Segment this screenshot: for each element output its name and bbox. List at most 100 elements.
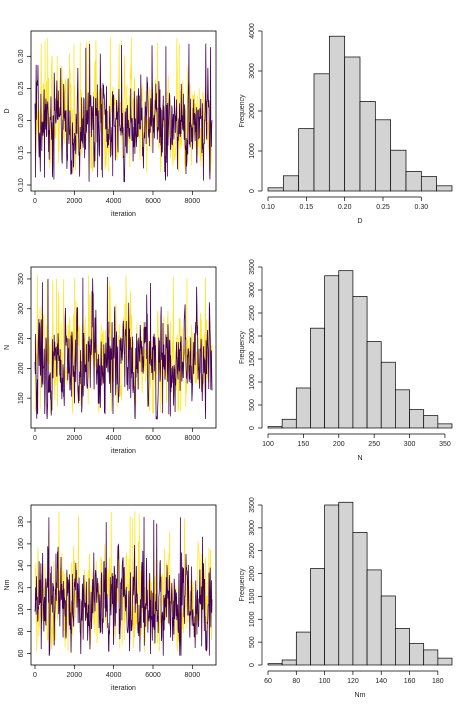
y-tick-label: 1500 bbox=[249, 351, 256, 367]
y-tick-label: 2500 bbox=[249, 543, 256, 559]
x-tick-label: 2000 bbox=[67, 435, 83, 442]
y-tick-label: 300 bbox=[18, 303, 25, 315]
x-axis: 0 2000 4000 6000 8000 bbox=[33, 665, 200, 679]
y-tick-label: 0.30 bbox=[18, 49, 25, 63]
x-tick-label: 180 bbox=[432, 678, 444, 685]
y-axis-label: D bbox=[4, 108, 11, 113]
x-tick-label: 100 bbox=[262, 441, 274, 448]
x-tick-label: 200 bbox=[333, 441, 345, 448]
histogram-bar bbox=[298, 128, 315, 192]
histogram-bar bbox=[423, 649, 439, 666]
histogram-bar bbox=[395, 628, 410, 666]
histogram-bar bbox=[282, 175, 300, 192]
histogram-bar bbox=[374, 119, 392, 192]
trace-plot-area bbox=[34, 275, 213, 420]
plot-frame bbox=[30, 266, 217, 429]
y-tick-label: 200 bbox=[18, 362, 25, 374]
histogram-bar bbox=[366, 569, 382, 666]
y-axis-label: N bbox=[4, 345, 11, 350]
histogram-bar bbox=[409, 643, 425, 666]
histogram-bar bbox=[380, 361, 396, 429]
x-tick-label: 8000 bbox=[185, 435, 201, 442]
y-axis: 0 1000 2000 3000 4000 bbox=[249, 23, 263, 193]
y-tick-label: 0.10 bbox=[18, 178, 25, 192]
histogram-bar bbox=[295, 631, 311, 666]
y-axis: 0 500 1000 1500 2000 2500 3000 3500 bbox=[249, 497, 263, 667]
histogram-bar bbox=[338, 501, 354, 666]
histogram-bar bbox=[423, 415, 439, 429]
x-tick-label: 0.10 bbox=[261, 204, 275, 211]
y-tick-label: 3000 bbox=[249, 282, 256, 298]
x-tick-label: 6000 bbox=[145, 435, 161, 442]
histogram-bar bbox=[395, 389, 410, 429]
histogram-bar bbox=[324, 504, 340, 666]
y-tick-label: 120 bbox=[18, 582, 25, 594]
histogram-bar bbox=[313, 73, 330, 192]
panel-6: 60 80 100 120 140 160 180 Nm 0 500 1000 1500 2000 250… bbox=[239, 497, 453, 699]
y-tick-label: 500 bbox=[249, 636, 256, 648]
y-tick-label: 0 bbox=[249, 189, 256, 193]
histogram-bar bbox=[281, 418, 297, 429]
histogram-bar bbox=[405, 171, 422, 192]
y-tick-label: 2500 bbox=[249, 305, 256, 321]
histogram-bar bbox=[437, 423, 453, 429]
histogram-bar bbox=[338, 270, 354, 429]
x-tick-label: 0.15 bbox=[300, 204, 314, 211]
x-tick-label: 0.20 bbox=[338, 204, 352, 211]
y-tick-label: 250 bbox=[18, 333, 25, 345]
y-axis: 0.10 0.15 0.20 0.25 0.30 bbox=[18, 49, 31, 192]
histogram-bar bbox=[436, 185, 453, 192]
y-tick-label: 3500 bbox=[249, 497, 256, 513]
x-axis: 0 2000 4000 6000 8000 bbox=[33, 191, 200, 205]
x-tick-label: 0 bbox=[33, 198, 37, 205]
plot-frame bbox=[30, 504, 217, 666]
panel-5: 0 2000 4000 6000 8000 iteration 60 80 100 120 140 1… bbox=[4, 504, 217, 692]
x-tick-label: 300 bbox=[404, 441, 416, 448]
histogram-bar bbox=[267, 187, 284, 192]
trace-series-chain-2 bbox=[34, 276, 213, 420]
x-tick-label: 160 bbox=[404, 678, 416, 685]
y-tick-label: 0.15 bbox=[18, 146, 25, 160]
x-axis: 0 2000 4000 6000 8000 bbox=[33, 428, 200, 442]
y-tick-label: 4000 bbox=[249, 23, 256, 39]
y-axis-label: Frequency bbox=[239, 94, 246, 128]
x-tick-label: 0 bbox=[33, 435, 37, 442]
x-tick-label: 350 bbox=[439, 441, 451, 448]
histogram-bar bbox=[267, 663, 283, 666]
x-tick-label: 120 bbox=[347, 678, 359, 685]
panel-2: 0.10 0.15 0.20 0.25 0.30 D 0 1000 2000 3000 4000 Fr… bbox=[239, 23, 453, 225]
y-tick-label: 1000 bbox=[249, 143, 256, 159]
y-tick-label: 60 bbox=[18, 650, 25, 658]
histogram-bar bbox=[420, 176, 438, 192]
x-axis-label: iteration bbox=[111, 685, 136, 692]
histogram-bar bbox=[366, 341, 382, 429]
histogram-bar bbox=[380, 595, 396, 666]
x-tick-label: 4000 bbox=[106, 198, 122, 205]
y-tick-label: 0.20 bbox=[18, 114, 25, 128]
histogram-bar bbox=[328, 35, 346, 192]
x-axis: 100 150 200 250 300 350 bbox=[262, 433, 451, 448]
y-tick-label: 350 bbox=[18, 273, 25, 285]
y-tick-label: 3000 bbox=[249, 520, 256, 536]
x-axis-label: iteration bbox=[111, 448, 136, 455]
y-tick-label: 2000 bbox=[249, 103, 256, 119]
histogram-bar bbox=[267, 426, 283, 429]
panel-1: 0 2000 4000 6000 8000iteration0.100.150.200.… bbox=[4, 30, 217, 218]
y-tick-label: 0.25 bbox=[18, 82, 25, 96]
y-tick-label: 1000 bbox=[249, 611, 256, 627]
x-axis-label: Nm bbox=[355, 692, 366, 699]
y-tick-label: 180 bbox=[18, 516, 25, 528]
plot-frame bbox=[30, 30, 217, 192]
x-tick-label: 150 bbox=[298, 441, 310, 448]
trace-plot-area bbox=[34, 511, 213, 656]
y-tick-label: 150 bbox=[18, 392, 25, 404]
histogram-bar bbox=[352, 532, 368, 666]
histogram-bar bbox=[344, 56, 361, 192]
x-tick-label: 0.25 bbox=[376, 204, 390, 211]
trace-series-chain-1 bbox=[34, 37, 213, 173]
histogram-bar bbox=[409, 409, 425, 429]
x-axis-label: D bbox=[357, 218, 362, 225]
y-axis: 150 200 250 300 350 bbox=[18, 273, 31, 404]
y-axis: 60 80 100 120 140 160 180 bbox=[18, 516, 31, 657]
y-tick-label: 1500 bbox=[249, 589, 256, 605]
